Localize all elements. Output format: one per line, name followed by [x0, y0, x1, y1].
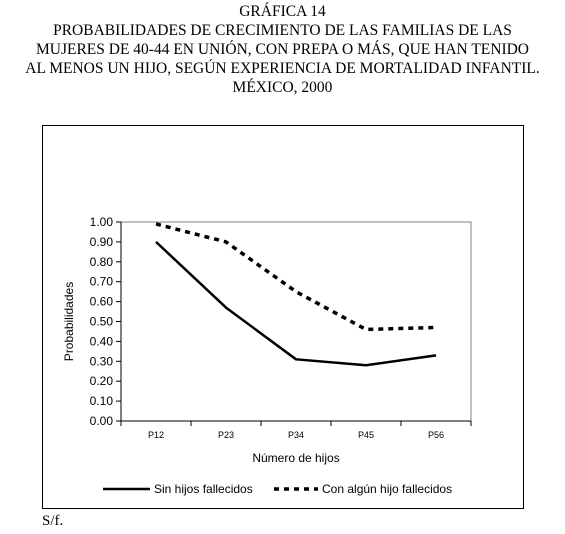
title-line: MÉXICO, 2000 [232, 79, 333, 96]
title-line: MUJERES DE 40-44 EN UNIÓN, CON PREPA O M… [35, 41, 529, 58]
x-axis-title: Número de hijos [252, 451, 339, 465]
y-tick-label: 0.50 [90, 315, 114, 329]
x-tick-label: P12 [148, 430, 164, 440]
y-tick-label: 0.90 [90, 235, 114, 249]
y-tick-label: 0.00 [90, 414, 114, 428]
y-tick-label: 0.10 [90, 394, 114, 408]
chart-frame [42, 125, 524, 509]
plot-area-border [120, 221, 472, 422]
series-line-2 [155, 222, 437, 332]
y-tick-label: 0.70 [90, 275, 114, 289]
source-note: S/f. [42, 513, 64, 529]
legend-label-2: Con algún hijo fallecidos [322, 482, 452, 496]
y-tick-label: 0.30 [90, 354, 114, 368]
x-tick-label: P56 [428, 430, 444, 440]
x-tick-label: P23 [218, 430, 234, 440]
y-axis-title: Probabilidades [62, 282, 76, 361]
y-tick-label: 0.20 [90, 374, 114, 388]
y-tick-label: 0.80 [90, 255, 114, 269]
y-tick-label: 1.00 [90, 215, 114, 229]
y-tick-label: 0.40 [90, 334, 114, 348]
series-line-1 [155, 240, 437, 367]
title-line: AL MENOS UN HIJO, SEGÚN EXPERIENCIA DE M… [25, 60, 540, 77]
y-tick-label: 0.60 [90, 295, 114, 309]
chart-title: GRÁFICA 14 PROBABILIDADES DE CRECIMIENTO… [0, 2, 565, 97]
title-line: PROBABILIDADES DE CRECIMIENTO DE LAS FAM… [53, 22, 512, 39]
x-tick-label: P34 [288, 430, 304, 440]
legend-label-1: Sin hijos fallecidos [154, 482, 253, 496]
x-tick-label: P45 [358, 430, 374, 440]
title-line: GRÁFICA 14 [239, 3, 326, 20]
